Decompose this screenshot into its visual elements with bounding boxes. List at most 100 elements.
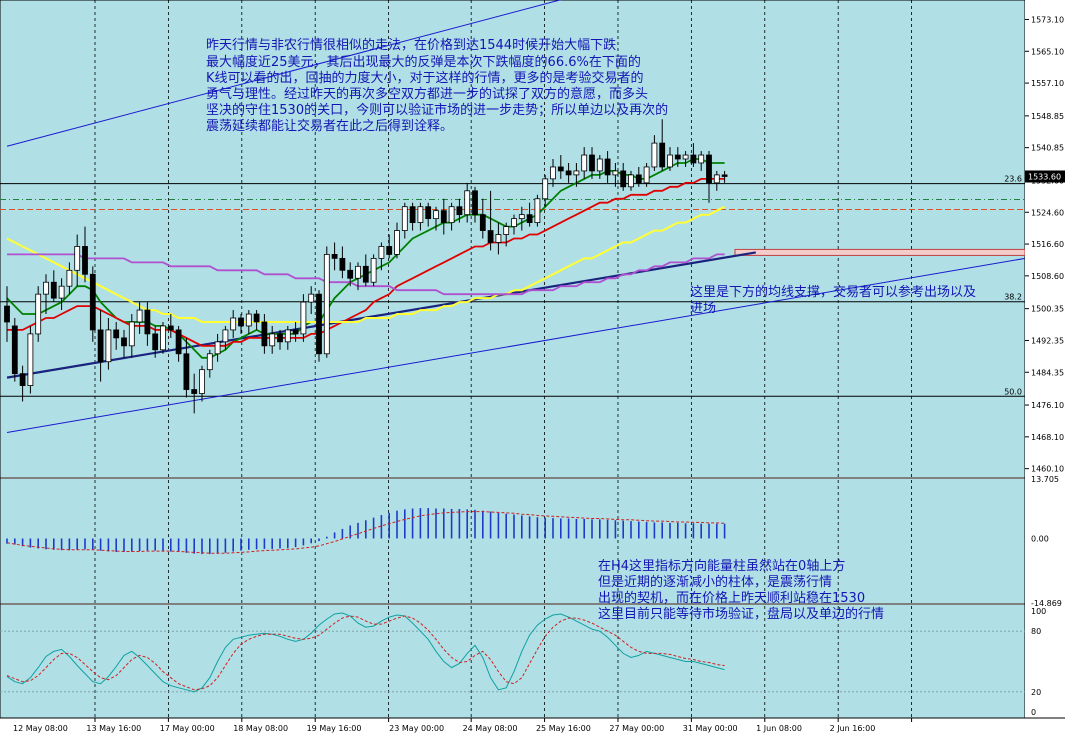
time-tick-label: 23 May 00:00: [389, 724, 444, 733]
price-tick-label: 1484.35: [1031, 368, 1064, 377]
candle-bull: [596, 158, 603, 172]
candle-bear: [191, 389, 198, 394]
macd-signal-line: [6, 511, 725, 554]
candle-bull: [128, 321, 135, 347]
candle-bear: [82, 246, 88, 275]
candle-bear: [690, 154, 697, 164]
candle-bear: [167, 325, 174, 331]
candle-bull: [27, 333, 34, 386]
candle-bear: [183, 353, 190, 390]
candle-bear: [635, 174, 642, 184]
macd-pane: [0, 479, 1025, 603]
candle-bear: [11, 325, 18, 375]
candle-bull: [573, 170, 580, 176]
candle-bear: [4, 305, 10, 323]
annotation-line: 昨天行情与非农行情很相似的走法，在价格到达1544时候开始大幅下跌: [206, 37, 616, 53]
price-tick-label: 1476.10: [1031, 401, 1064, 410]
candle-bear: [472, 190, 478, 216]
candle-bull: [308, 293, 315, 303]
time-axis: 12 May 08:00 13 May 16:00 17 May 00:00 18 M…: [0, 717, 1065, 737]
price-tick-label: 1540.85: [1031, 144, 1064, 153]
candle-bear: [253, 313, 260, 323]
indicator-annotation: 但是近期的逐渐减小的柱体，是震荡行情: [598, 574, 832, 590]
fib-level-label: 23.6: [1004, 175, 1022, 184]
price-tick-label: 1508.60: [1031, 272, 1064, 281]
candle-bull: [581, 154, 588, 172]
candle-bear: [19, 373, 26, 386]
time-tick-label: 13 May 16:00: [86, 724, 141, 733]
support-annotation: 这里是下方的均线支撑，交易者可以参考出场以及: [690, 284, 976, 300]
candlestick-series: [4, 119, 728, 414]
price-tick-label: 1468.10: [1031, 433, 1064, 442]
candle-bull: [245, 313, 252, 327]
candle-bear: [144, 309, 151, 335]
price-tick-label: 1524.60: [1031, 208, 1064, 217]
candle-bear: [121, 337, 127, 347]
price-tick-label: 1500.35: [1031, 305, 1064, 314]
candle-bull: [160, 325, 166, 351]
candle-bull: [269, 333, 276, 347]
macd-tick-label: -14.869: [1031, 599, 1062, 608]
candle-bear: [339, 257, 346, 271]
candle-bear: [620, 170, 627, 188]
candle-bear: [152, 333, 159, 351]
horizontal-band: [734, 248, 1026, 256]
candle-bull: [284, 329, 291, 343]
time-tick-label: 19 May 16:00: [307, 724, 362, 733]
candle-bear: [292, 329, 299, 335]
candle-bear: [604, 158, 611, 176]
candle-bear: [362, 265, 369, 283]
candle-bull: [667, 154, 673, 168]
candle-bear: [331, 253, 338, 259]
indicator-annotation: 在H4这里指标方向能量柱虽然站在0轴上方: [598, 558, 845, 574]
time-axis-background: [0, 718, 1025, 737]
candle-bull: [136, 309, 143, 323]
support-annotation: 进场: [690, 301, 716, 316]
indicator-plots: [0, 508, 1025, 693]
stochastic-signal-line: [6, 615, 725, 691]
candle-bull: [464, 190, 471, 216]
candle-bear: [50, 281, 57, 299]
candle-bull: [230, 317, 237, 331]
annotation-line: K线可以看的出，回抽的力度大小，对于这样的行情，更多的是考验交易者的: [206, 70, 644, 86]
indicator-annotation: 这里目前只能等待市场验证，盘局以及单边的行情: [598, 606, 884, 622]
macd-tick-label: 0.00: [1031, 534, 1049, 543]
candle-bull: [713, 174, 720, 184]
annotation-line: 坚决的守住1530的关口，今则可以验证市场的进一步走势；所以单边以及再次的: [206, 102, 668, 118]
axis-background: [1025, 0, 1065, 737]
stochastic-tick-label: 100: [1031, 607, 1046, 616]
price-tick-label: 1548.85: [1031, 112, 1064, 121]
candle-bear: [674, 154, 681, 160]
stochastic-main-line: [6, 612, 725, 693]
candle-bear: [526, 214, 533, 223]
candle-bear: [113, 329, 120, 339]
candle-bear: [261, 321, 268, 347]
candle-bull: [612, 170, 619, 176]
candle-bull: [355, 265, 361, 279]
candle-bear: [409, 206, 416, 223]
moving-average-line: [7, 177, 725, 347]
candle-bull: [105, 329, 112, 363]
candle-bull: [433, 210, 439, 220]
candle-bull: [503, 226, 510, 235]
current-price-box: [1025, 170, 1065, 183]
candle-bull: [74, 246, 81, 271]
candle-bull: [643, 166, 650, 184]
candle-bull: [394, 230, 400, 255]
candle-bull: [378, 246, 385, 259]
candle-bull: [417, 206, 424, 223]
candle-bear: [97, 329, 104, 363]
time-tick-label: 31 May 00:00: [683, 724, 738, 733]
price-tick-label: 1516.60: [1031, 240, 1064, 249]
price-tick-label: 1492.35: [1031, 336, 1064, 345]
time-tick-label: 25 May 16:00: [536, 724, 591, 733]
time-tick-label: 1 Jun 08:00: [756, 724, 802, 733]
trend-line: [6, 251, 1061, 433]
candle-bull: [214, 341, 221, 355]
candle-bull: [534, 198, 541, 224]
time-tick-label: 2 Jun 16:00: [830, 724, 876, 733]
time-tick-label: 12 May 08:00: [13, 724, 68, 733]
candle-bear: [238, 317, 244, 327]
candle-bear: [721, 174, 728, 177]
candle-bear: [316, 293, 322, 355]
